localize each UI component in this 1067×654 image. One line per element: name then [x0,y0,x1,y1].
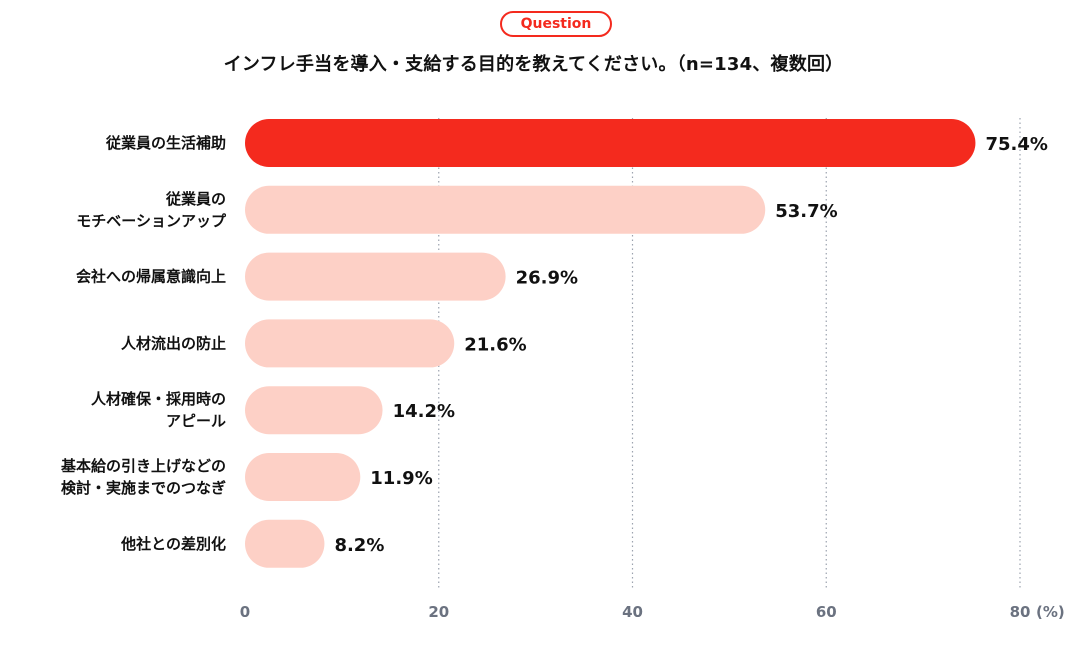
bar [245,185,766,234]
value-label: 75.4% [985,134,1047,155]
value-label: 21.6% [464,334,526,355]
category-label: アピール [166,412,226,430]
x-tick-label: 0 [240,603,250,621]
category-label: モチベーションアップ [76,212,227,230]
category-label: 人材確保・採用時の [91,390,226,408]
category-label: 人材流出の防止 [121,334,226,352]
bar [245,119,976,167]
category-label: 会社への帰属意識向上 [76,268,226,286]
value-label: 14.2% [393,401,455,422]
chart-title: インフレ手当を導入・支給する目的を教えてください。（n=134、複数回） [223,54,844,75]
category-label: 従業員の [165,190,226,208]
x-tick-label: 40 [622,603,643,621]
value-label: 26.9% [516,268,578,289]
category-label: 検討・実施までのつなぎ [61,479,226,497]
x-tick-label: 80 [1010,603,1031,621]
x-tick-label: 20 [428,603,449,621]
category-label: 従業員の生活補助 [105,134,226,152]
bar [245,386,383,435]
question-badge: Question [500,11,612,37]
bar [245,252,506,301]
value-label: 8.2% [334,535,384,556]
bar [245,319,455,368]
bar [245,453,361,501]
category-label: 基本給の引き上げなどの [60,457,226,475]
x-unit-label: (%) [1036,603,1065,621]
x-tick-label: 60 [816,603,837,621]
value-label: 11.9% [370,468,432,489]
bar [245,519,325,568]
value-label: 53.7% [775,201,837,222]
category-label: 他社との差別化 [120,535,226,553]
